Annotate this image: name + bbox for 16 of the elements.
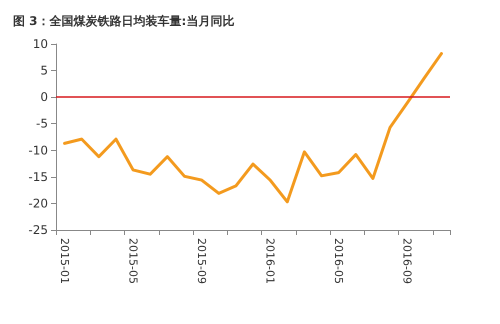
y-tick-label: -15 [28,170,48,184]
x-tick-label: 2016-01 [264,238,277,284]
x-tick-label: 2015-01 [58,238,72,284]
y-tick-label: -25 [28,223,48,237]
line-series [63,52,443,204]
y-tick-label: 5 [40,64,48,78]
y-tick-label: 0 [40,90,48,104]
y-tick-label: -10 [28,143,48,158]
x-tick-label: 2016-09 [400,238,414,284]
x-tick-label: 2016-05 [332,238,346,284]
y-tick-label: 10 [32,37,48,51]
x-tick-label: 2015-09 [195,238,208,284]
chart-title: 图 3：全国煤炭铁路日均装车量:当月同比 [13,14,234,28]
x-tick-label: 2015-05 [126,238,140,284]
y-tick-label: -20 [28,196,48,210]
y-tick-label: -5 [36,116,48,131]
